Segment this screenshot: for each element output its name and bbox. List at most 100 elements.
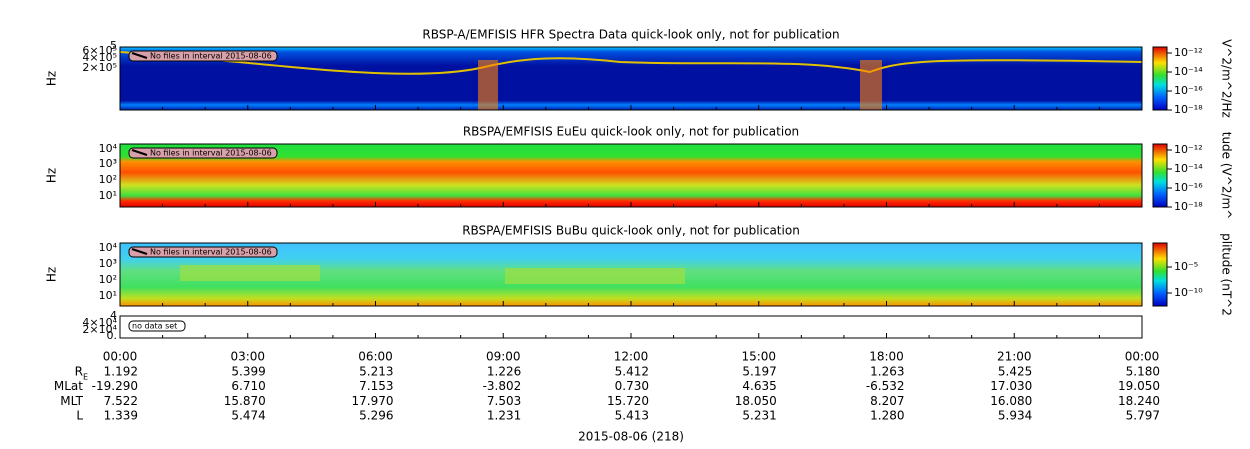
note-frame [128,320,186,332]
colorbar-label: V^2/m^2/Hz [1220,39,1234,118]
x-tick-label: 00:00 [1125,350,1160,364]
x-tick-label: 12:00 [614,350,649,364]
ephemeris-value: 17.030 [990,379,1032,393]
ephemeris-value: -19.290 [92,379,138,393]
ephemeris-value: 5.399 [231,365,265,379]
panel-title: RBSP-A/EMFISIS HFR Spectra Data quick-lo… [422,28,839,42]
spectrogram [120,47,1142,110]
x-tick-label: 09:00 [486,350,521,364]
ephemeris-label: MLat [54,379,83,393]
y-tick-label: 4×10⁵ [82,51,117,64]
y-label: Hz [45,267,59,282]
ephemeris-value: 5.231 [742,409,776,423]
spectral-burst [860,60,882,110]
colorbar-tick-label: 10⁻¹⁸ [1174,200,1203,213]
ephemeris-value: 6.710 [231,379,265,393]
ephemeris-value: 1.231 [487,409,521,423]
y-tick-label: 10² [99,273,117,286]
ephemeris-value: 5.412 [615,365,649,379]
ephemeris-value: 5.213 [359,365,393,379]
y-tick-label: 2×10⁵ [82,61,117,74]
note-frame [128,50,278,62]
colorbar-tick-label: 10⁻¹⁴ [1174,65,1203,78]
y-tick-label: 5 [110,39,117,52]
ephemeris-value: 1.280 [870,409,904,423]
colorbar [1152,242,1168,307]
ephemeris-value: 7.153 [359,379,393,393]
ephemeris-label: MLT [60,394,83,408]
ephemeris-label-sub: E [83,373,88,382]
y-label: Hz [45,71,59,86]
ephemeris-value: 1.263 [870,365,904,379]
note: No files in interval 2015-08-06 [150,248,272,257]
ephemeris-value: 16.080 [990,394,1032,408]
ephemeris-value: 5.797 [1126,409,1160,423]
panel-title: RBSPA/EMFISIS BuBu quick-look only, not … [462,224,800,238]
ephemeris-value: 5.180 [1126,365,1160,379]
note-icon [131,52,148,59]
spectrogram [120,144,1142,207]
colorbar-tick-label: 10⁻¹² [1174,143,1203,156]
y-tick-label: 4 [110,309,117,322]
ephemeris-value: 8.207 [870,394,904,408]
ephemeris-value: 1.192 [104,365,138,379]
ephemeris-value: 15.720 [607,394,649,408]
x-tick-label: 06:00 [358,350,393,364]
ephemeris-label: R [75,365,83,379]
x-tick-label: 21:00 [997,350,1032,364]
colorbar-tick-label: 10⁻¹⁰ [1174,286,1203,299]
colorbar [1152,143,1168,208]
y-label: Hz [45,168,59,183]
ephemeris-value: 18.050 [735,394,777,408]
y-tick-label: 0. [107,329,118,342]
colorbar-label: tude (V^2/m^ [1220,132,1234,220]
ephemeris-value: 5.425 [998,365,1032,379]
ephemeris-value: 4.635 [742,379,776,393]
spectral-line [119,51,1143,75]
colorbar-tick-label: 10⁻¹⁶ [1174,181,1203,194]
ephemeris-value: 1.226 [487,365,521,379]
y-tick-label: 4×10⁴ [82,316,117,329]
colorbar-label: plitude (nT^2 [1220,233,1234,316]
ephemeris-value: 5.474 [231,409,265,423]
spectral-burst [478,60,498,110]
note-icon [131,248,148,255]
ephemeris-value: 0.730 [615,379,649,393]
note-box: No files in interval 2015-08-06 [128,246,278,258]
y-tick-label: 2×10⁴ [82,323,117,336]
x-tick-label: 00:00 [103,350,138,364]
y-tick-label: 10² [99,173,117,186]
x-tick-label: 18:00 [869,350,904,364]
colorbar-tick-label: 10⁻¹⁸ [1174,103,1203,116]
ephemeris-value: 5.934 [998,409,1032,423]
note-frame [128,246,278,258]
y-tick-label: 6×10⁵ [82,44,117,57]
ephemeris-value: 19.050 [1118,379,1160,393]
ephemeris-value: 5.296 [359,409,393,423]
date-label: 2015-08-06 (218) [578,430,684,444]
ephemeris-value: 5.413 [615,409,649,423]
colorbar-tick-label: 10⁻¹² [1174,46,1203,59]
ephemeris-value: 18.240 [1118,394,1160,408]
ephemeris-value: 15.870 [224,394,266,408]
note: no data set [132,322,177,331]
note-box: No files in interval 2015-08-06 [128,147,278,159]
ephemeris-value: 7.522 [104,394,138,408]
colorbar [1152,46,1168,111]
ephemeris-value: 5.197 [742,365,776,379]
spectral-band [180,265,320,281]
note-box: No files in interval 2015-08-06 [128,50,278,62]
x-tick-label: 15:00 [741,350,776,364]
ephemeris-value: 17.970 [352,394,394,408]
y-tick-label: 10⁴ [99,142,118,155]
y-tick-label: 10¹ [99,289,117,302]
ephemeris-value: 1.339 [104,409,138,423]
note-icon [131,149,148,156]
ephemeris-label: L [76,409,83,423]
x-tick-label: 03:00 [230,350,265,364]
note-box: no data set [128,320,186,332]
ephemeris-value: -3.802 [483,379,522,393]
note: No files in interval 2015-08-06 [150,149,272,158]
colorbar-tick-label: 10⁻⁵ [1174,260,1198,273]
